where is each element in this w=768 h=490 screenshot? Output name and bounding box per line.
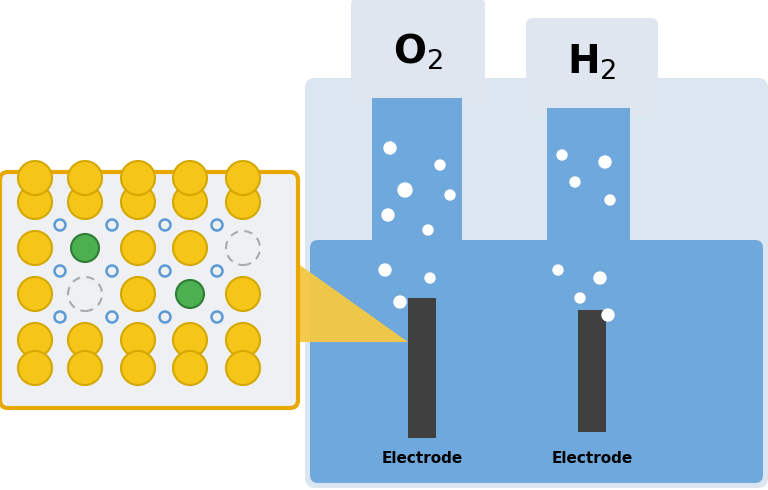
Circle shape bbox=[71, 234, 99, 262]
Circle shape bbox=[121, 231, 155, 265]
Polygon shape bbox=[290, 258, 408, 342]
Bar bbox=[408, 298, 436, 438]
Text: O$_2$: O$_2$ bbox=[393, 32, 443, 72]
FancyBboxPatch shape bbox=[351, 0, 485, 105]
Circle shape bbox=[121, 351, 155, 385]
FancyBboxPatch shape bbox=[310, 240, 763, 483]
Circle shape bbox=[173, 323, 207, 357]
Circle shape bbox=[68, 323, 102, 357]
Circle shape bbox=[423, 225, 433, 235]
Circle shape bbox=[384, 142, 396, 154]
Circle shape bbox=[176, 280, 204, 308]
Circle shape bbox=[121, 161, 155, 195]
Circle shape bbox=[226, 323, 260, 357]
Circle shape bbox=[173, 161, 207, 195]
FancyBboxPatch shape bbox=[0, 172, 298, 408]
Circle shape bbox=[18, 231, 52, 265]
Circle shape bbox=[173, 185, 207, 219]
Circle shape bbox=[379, 264, 391, 276]
Circle shape bbox=[226, 277, 260, 311]
Circle shape bbox=[575, 293, 585, 303]
Circle shape bbox=[599, 156, 611, 168]
Circle shape bbox=[602, 309, 614, 321]
Circle shape bbox=[398, 183, 412, 197]
Circle shape bbox=[605, 195, 615, 205]
Bar bbox=[547, 108, 630, 258]
Circle shape bbox=[173, 351, 207, 385]
Circle shape bbox=[445, 190, 455, 200]
Circle shape bbox=[68, 185, 102, 219]
Text: Electrode: Electrode bbox=[551, 450, 633, 465]
Circle shape bbox=[594, 272, 606, 284]
FancyBboxPatch shape bbox=[305, 78, 768, 488]
Circle shape bbox=[382, 209, 394, 221]
Bar bbox=[578, 310, 606, 432]
Circle shape bbox=[18, 185, 52, 219]
Circle shape bbox=[18, 277, 52, 311]
Circle shape bbox=[18, 351, 52, 385]
Circle shape bbox=[226, 161, 260, 195]
FancyBboxPatch shape bbox=[526, 18, 658, 115]
Circle shape bbox=[557, 150, 567, 160]
Circle shape bbox=[121, 185, 155, 219]
Circle shape bbox=[226, 351, 260, 385]
Circle shape bbox=[121, 277, 155, 311]
Circle shape bbox=[68, 351, 102, 385]
Circle shape bbox=[226, 185, 260, 219]
Circle shape bbox=[68, 161, 102, 195]
Circle shape bbox=[173, 231, 207, 265]
Circle shape bbox=[570, 177, 580, 187]
Bar bbox=[372, 98, 462, 258]
Circle shape bbox=[121, 323, 155, 357]
Circle shape bbox=[425, 273, 435, 283]
Circle shape bbox=[435, 160, 445, 170]
Circle shape bbox=[394, 296, 406, 308]
Circle shape bbox=[18, 323, 52, 357]
Text: Electrode: Electrode bbox=[382, 450, 462, 465]
Text: H$_2$: H$_2$ bbox=[568, 42, 617, 82]
Circle shape bbox=[18, 161, 52, 195]
Circle shape bbox=[553, 265, 563, 275]
